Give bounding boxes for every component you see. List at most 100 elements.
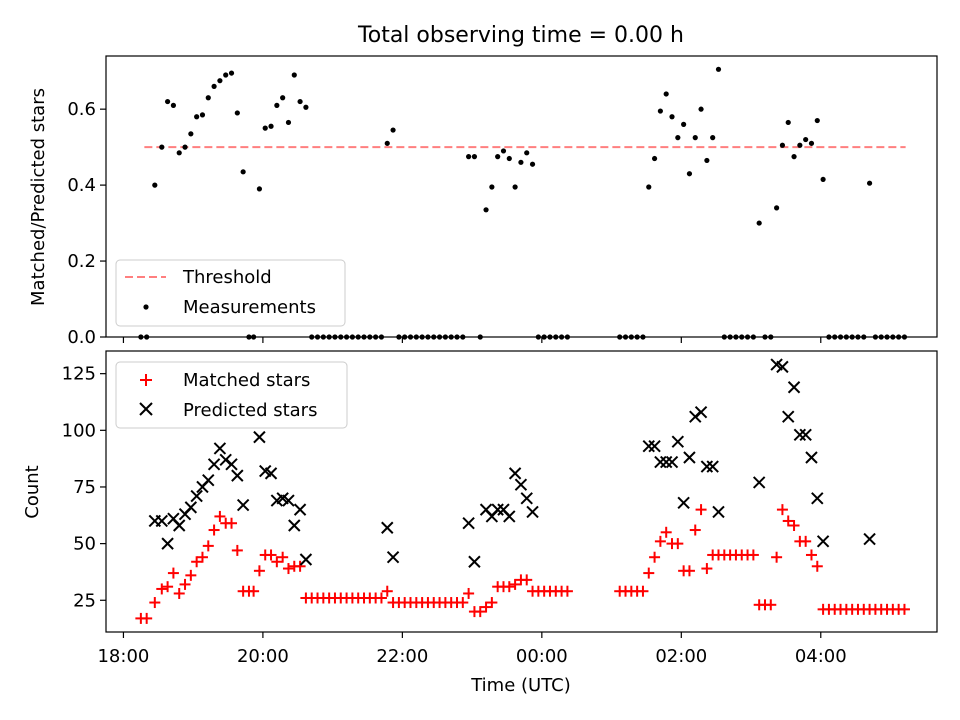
y-tick-label: 25: [73, 590, 96, 611]
top-panel: 0.00.20.40.6 Matched/Predicted stars Thr…: [28, 56, 937, 348]
matched-star-point: [777, 504, 788, 515]
predicted-star-point: [527, 506, 538, 517]
x-tick-label: 00:00: [516, 646, 568, 667]
measurement-point: [229, 70, 234, 75]
measurement-point: [821, 177, 826, 182]
predicted-star-point: [643, 441, 654, 452]
measurement-point: [652, 156, 657, 161]
matched-star-point: [690, 525, 701, 536]
predicted-star-point: [515, 479, 526, 490]
measurement-point: [263, 126, 268, 131]
measurement-point: [235, 110, 240, 115]
figure: Total observing time = 0.00 h 0.00.20.40…: [0, 0, 960, 720]
measurement-point: [483, 207, 488, 212]
measurement-point: [664, 91, 669, 96]
measurement-point: [518, 160, 523, 165]
predicted-star-point: [794, 429, 805, 440]
measurement-point: [786, 120, 791, 125]
predicted-star-point: [684, 452, 695, 463]
x-tick-label: 04:00: [795, 646, 847, 667]
measurement-point: [292, 72, 297, 77]
matched-star-point: [800, 536, 811, 547]
y-tick-label: 125: [62, 364, 96, 385]
y-tick-label: 0.2: [67, 251, 96, 272]
predicted-star-point: [713, 506, 724, 517]
measurement-point: [757, 220, 762, 225]
measurement-point: [530, 162, 535, 167]
measurement-point: [681, 122, 686, 127]
predicted-star-point: [696, 407, 707, 418]
predicted-star-point: [649, 441, 660, 452]
x-tick-label: 20:00: [237, 646, 289, 667]
measurement-point: [669, 114, 674, 119]
matched-star-point: [266, 549, 277, 560]
measurement-point: [466, 154, 471, 159]
legend-measurements-label: Measurements: [183, 297, 316, 318]
matched-star-point: [748, 549, 759, 560]
matched-star-point: [672, 538, 683, 549]
matched-star-point: [899, 604, 910, 615]
measurement-point: [513, 184, 518, 189]
predicted-star-point: [701, 461, 712, 472]
predicted-star-point: [504, 511, 515, 522]
measurement-point: [693, 135, 698, 140]
matched-star-point: [504, 581, 515, 592]
measurement-point: [194, 114, 199, 119]
measurement-point: [472, 154, 477, 159]
matched-star-point: [141, 613, 152, 624]
predicted-star-point: [818, 536, 829, 547]
matched-star-point: [806, 549, 817, 560]
measurement-point: [704, 158, 709, 163]
measurement-point: [152, 183, 157, 188]
matched-star-point: [209, 525, 220, 536]
measurement-point: [280, 95, 285, 100]
matched-star-point: [185, 570, 196, 581]
measurement-point: [698, 107, 703, 112]
predicted-star-point: [812, 493, 823, 504]
predicted-star-point: [295, 504, 306, 515]
predicted-star-point: [203, 475, 214, 486]
matched-star-point: [156, 583, 167, 594]
measurement-point: [687, 171, 692, 176]
measurement-point: [809, 141, 814, 146]
matched-star-point: [765, 599, 776, 610]
y-tick-label: 100: [62, 420, 96, 441]
bottom-legend: Matched stars Predicted stars: [116, 362, 347, 428]
matched-star-point: [655, 536, 666, 547]
measurement-point: [867, 181, 872, 186]
y-tick-label: 0.4: [67, 175, 96, 196]
bottom-panel: 18:00 20:00 22:00 00:00 02:00 04:00 25 50 75 100…: [22, 351, 937, 696]
measurement-point: [171, 103, 176, 108]
matched-star-point: [696, 504, 707, 515]
measurement-point: [268, 124, 273, 129]
predicted-star-point: [789, 382, 800, 393]
predicted-star-point: [185, 502, 196, 513]
legend-threshold-label: Threshold: [182, 267, 272, 288]
measurement-point: [390, 127, 395, 132]
measurement-point: [241, 169, 246, 174]
y-tick-label: 75: [73, 477, 96, 498]
matched-star-point: [771, 552, 782, 563]
matched-star-point: [226, 518, 237, 529]
predicted-star-point: [800, 429, 811, 440]
measurement-point: [797, 143, 802, 148]
measurement-point: [803, 137, 808, 142]
measurement-point: [774, 205, 779, 210]
measurement-point: [223, 72, 228, 77]
predicted-star-point: [672, 436, 683, 447]
matched-star-point: [162, 581, 173, 592]
x-tick-label: 22:00: [376, 646, 428, 667]
legend-measurements-swatch: [143, 304, 148, 309]
measurement-point: [780, 143, 785, 148]
predicted-star-point: [174, 520, 185, 531]
predicted-star-point: [678, 497, 689, 508]
predicted-star-point: [232, 470, 243, 481]
matched-star-point: [283, 563, 294, 574]
y-tick-label: 50: [73, 534, 96, 555]
predicted-star-point: [463, 518, 474, 529]
measurement-point: [297, 99, 302, 104]
predicted-star-point: [510, 468, 521, 479]
predicted-star-point: [156, 515, 167, 526]
measurement-point: [815, 118, 820, 123]
matched-star-point: [174, 588, 185, 599]
